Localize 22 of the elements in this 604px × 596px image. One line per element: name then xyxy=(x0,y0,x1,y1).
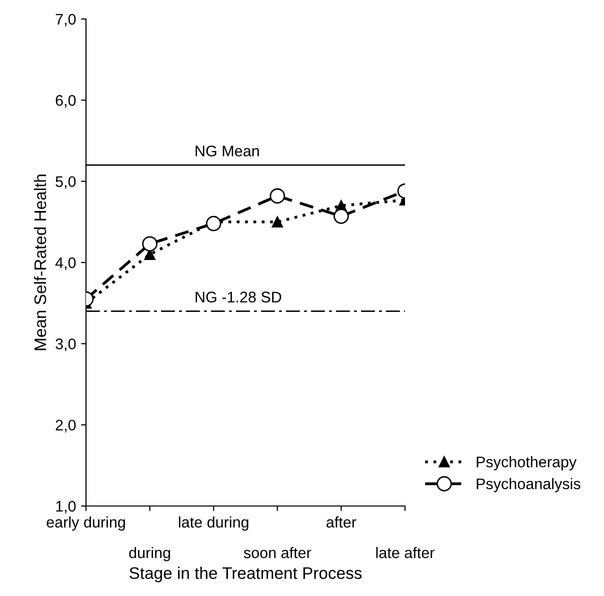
y-tick-label: 7,0 xyxy=(56,14,76,26)
x-tick-label: early during xyxy=(46,516,125,531)
ref-line-label: NG Mean xyxy=(196,146,259,156)
legend-label: Psychotherapy xyxy=(476,456,577,470)
y-tick-label: 1,0 xyxy=(56,500,76,514)
x-axis-title: Stage in the Treatment Process xyxy=(130,566,362,582)
x-tick-label: during xyxy=(129,546,170,562)
y-tick-label: 3,0 xyxy=(56,338,76,352)
y-axis-title: Mean Self-Rated Health xyxy=(34,174,46,350)
y-tick-label: 4,0 xyxy=(55,257,76,270)
point xyxy=(272,216,283,228)
x-tick-label: late during xyxy=(178,516,248,531)
point xyxy=(270,188,286,204)
x-tick-label: soon after xyxy=(244,546,312,558)
y-tick-label: 5,0 xyxy=(56,176,76,189)
y-tick-label: 2,0 xyxy=(56,420,76,432)
x-tick-label: after xyxy=(326,516,356,528)
point xyxy=(206,216,222,232)
legend-label: Psychoanalysis xyxy=(476,478,580,492)
ref-line-label: NG -1.28 SD xyxy=(196,292,282,302)
y-tick-label: 6,0 xyxy=(56,95,76,108)
x-tick-label: late after xyxy=(376,546,434,558)
